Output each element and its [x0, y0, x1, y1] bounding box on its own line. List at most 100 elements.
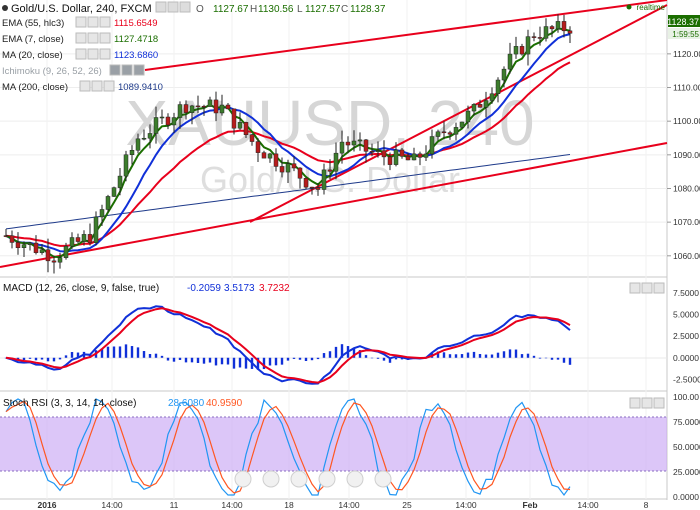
candle-body[interactable]	[567, 30, 573, 34]
candle-body[interactable]	[165, 116, 171, 126]
indicator-eye-icon[interactable]	[109, 64, 121, 76]
indicator-label[interactable]: EMA (55, hlc3)	[2, 18, 64, 29]
candle-body[interactable]	[453, 127, 459, 135]
indicator-label[interactable]: MA (20, close)	[2, 50, 63, 61]
indicator-settings-icon[interactable]	[87, 48, 99, 60]
stoch-pane-close-icon[interactable]	[653, 397, 665, 409]
trendlines[interactable]	[0, 0, 668, 268]
candle-body[interactable]	[513, 46, 519, 55]
ma20-line[interactable]	[5, 33, 571, 253]
symbol-eye-icon[interactable]	[155, 1, 167, 13]
candle-body[interactable]	[477, 104, 483, 108]
candle-body[interactable]	[159, 116, 165, 119]
candle-body[interactable]	[129, 150, 135, 155]
candle-body[interactable]	[147, 133, 153, 139]
candle-body[interactable]	[483, 100, 489, 108]
candle-body[interactable]	[327, 169, 333, 172]
candle-body[interactable]	[441, 131, 447, 134]
candle-body[interactable]	[27, 242, 33, 245]
candle-body[interactable]	[549, 26, 555, 30]
candle-body[interactable]	[99, 209, 105, 218]
candle-body[interactable]	[531, 36, 537, 38]
candle-body[interactable]	[345, 141, 351, 146]
candle-body[interactable]	[45, 249, 51, 262]
candle-body[interactable]	[135, 138, 141, 151]
time-axis[interactable]: 2016 14:00 11 14:00 18 14:00 25 14:00 Feb 14:00 8	[38, 500, 649, 510]
candle-body[interactable]	[213, 99, 219, 114]
candle-body[interactable]	[405, 156, 411, 161]
candle-body[interactable]	[3, 235, 9, 237]
candle-body[interactable]	[357, 139, 363, 142]
indicator-eye-icon[interactable]	[75, 16, 87, 28]
candle-body[interactable]	[519, 46, 525, 55]
candle-body[interactable]	[501, 68, 507, 81]
stoch-axis[interactable]: 100.00 75.0000 50.0000 25.0000 0.0000	[673, 392, 700, 502]
indicator-settings-icon[interactable]	[87, 32, 99, 44]
symbol-settings-icon[interactable]	[167, 1, 179, 13]
macd-pane-down-icon[interactable]	[641, 282, 653, 294]
candle-body[interactable]	[219, 104, 225, 114]
candle-body[interactable]	[351, 140, 357, 146]
candle-body[interactable]	[321, 169, 327, 190]
candle-body[interactable]	[399, 149, 405, 157]
candle-body[interactable]	[393, 149, 399, 165]
macd-axis[interactable]: 7.5000 5.0000 2.5000 0.0000 -2.5000	[673, 288, 700, 384]
candle-body[interactable]	[81, 234, 87, 242]
candle-body[interactable]	[363, 139, 369, 152]
candle-body[interactable]	[117, 175, 123, 188]
candle-body[interactable]	[39, 249, 45, 253]
candle-body[interactable]	[489, 93, 495, 101]
candle-body[interactable]	[303, 177, 309, 188]
candle-body[interactable]	[255, 141, 261, 153]
indicator-close-icon[interactable]	[133, 64, 145, 76]
candle-body[interactable]	[195, 105, 201, 108]
scroll-left-button[interactable]	[234, 470, 252, 488]
scroll-to-realtime-button[interactable]	[374, 470, 392, 488]
macd-signal-line[interactable]	[5, 307, 571, 384]
candle-body[interactable]	[15, 242, 21, 249]
price-axis[interactable]: 1120.00 1110.00 1100.00 1090.00 1080.00 1070.…	[667, 49, 700, 261]
zoom-out-button[interactable]	[262, 470, 280, 488]
symbol-title[interactable]: Gold/U.S. Dollar, 240, FXCM	[11, 3, 152, 15]
candle-body[interactable]	[93, 216, 99, 243]
candle-body[interactable]	[315, 187, 321, 190]
stoch-d-line[interactable]	[5, 400, 571, 494]
candle-body[interactable]	[33, 242, 39, 253]
indicator-settings-icon[interactable]	[91, 80, 103, 92]
candle-body[interactable]	[381, 150, 387, 158]
stoch-pane-down-icon[interactable]	[641, 397, 653, 409]
indicator-close-icon[interactable]	[99, 16, 111, 28]
candle-body[interactable]	[261, 152, 267, 159]
candle-body[interactable]	[51, 260, 57, 263]
candle-body[interactable]	[423, 153, 429, 158]
candle-body[interactable]	[123, 154, 129, 177]
indicator-eye-icon[interactable]	[75, 48, 87, 60]
candle-body[interactable]	[249, 134, 255, 142]
indicator-label[interactable]: Ichimoku (9, 26, 52, 26)	[2, 66, 102, 77]
indicator-label[interactable]: EMA (7, close)	[2, 34, 64, 45]
reset-chart-button[interactable]	[290, 470, 308, 488]
candle-body[interactable]	[87, 234, 93, 243]
candle-body[interactable]	[285, 163, 291, 173]
candle-body[interactable]	[243, 122, 249, 135]
candle-body[interactable]	[375, 150, 381, 152]
candle-body[interactable]	[369, 151, 375, 153]
candle-body[interactable]	[555, 21, 561, 30]
candle-body[interactable]	[9, 235, 15, 243]
scroll-right-button[interactable]	[346, 470, 364, 488]
candle-body[interactable]	[417, 153, 423, 158]
candle-body[interactable]	[411, 153, 417, 161]
symbol-close-icon[interactable]	[179, 1, 191, 13]
candle-body[interactable]	[465, 110, 471, 123]
indicator-label[interactable]: MA (200, close)	[2, 82, 68, 93]
candle-body[interactable]	[339, 141, 345, 154]
stoch-k-line[interactable]	[5, 398, 571, 497]
trendline-support[interactable]	[249, 4, 668, 223]
candle-body[interactable]	[75, 237, 81, 242]
indicator-close-icon[interactable]	[103, 80, 115, 92]
candle-body[interactable]	[309, 186, 315, 189]
candle-body[interactable]	[537, 37, 543, 39]
trendline-upper-channel[interactable]	[144, 0, 668, 71]
candle-body[interactable]	[153, 117, 159, 134]
